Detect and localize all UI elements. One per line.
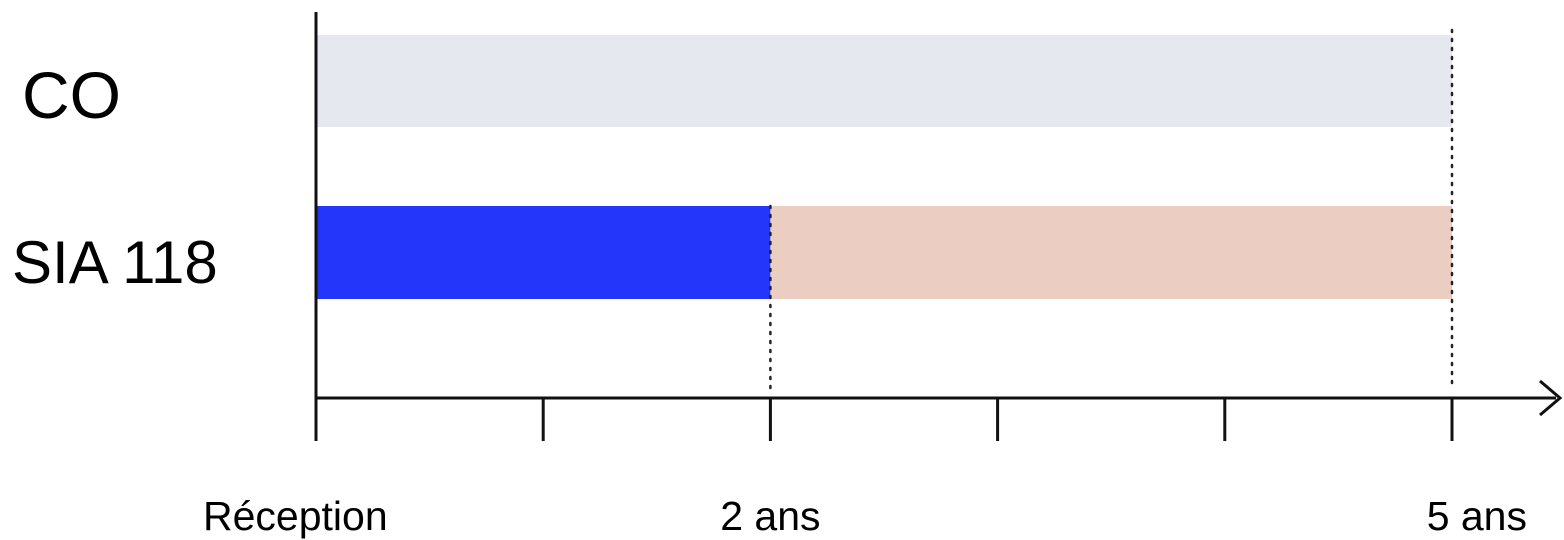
tick-label-0: Réception bbox=[203, 493, 388, 539]
tick-label-2: 5 ans bbox=[1427, 493, 1527, 539]
axes bbox=[314, 12, 1563, 441]
tick-label-1: 2 ans bbox=[720, 493, 820, 539]
row-label-1: SIA 118 bbox=[12, 229, 218, 296]
row-1-segment-1 bbox=[770, 206, 1452, 299]
rows-layer bbox=[316, 35, 1452, 299]
row-1-segment-0 bbox=[316, 206, 771, 299]
row-0-segment-0 bbox=[316, 35, 1452, 127]
row-label-0: CO bbox=[22, 58, 121, 132]
x-ticks bbox=[314, 398, 1454, 441]
dotted-markers bbox=[769, 28, 1454, 392]
x-axis-arrowhead bbox=[1539, 379, 1563, 417]
labels: CO SIA 118 Réception 2 ans 5 ans bbox=[12, 58, 1527, 539]
